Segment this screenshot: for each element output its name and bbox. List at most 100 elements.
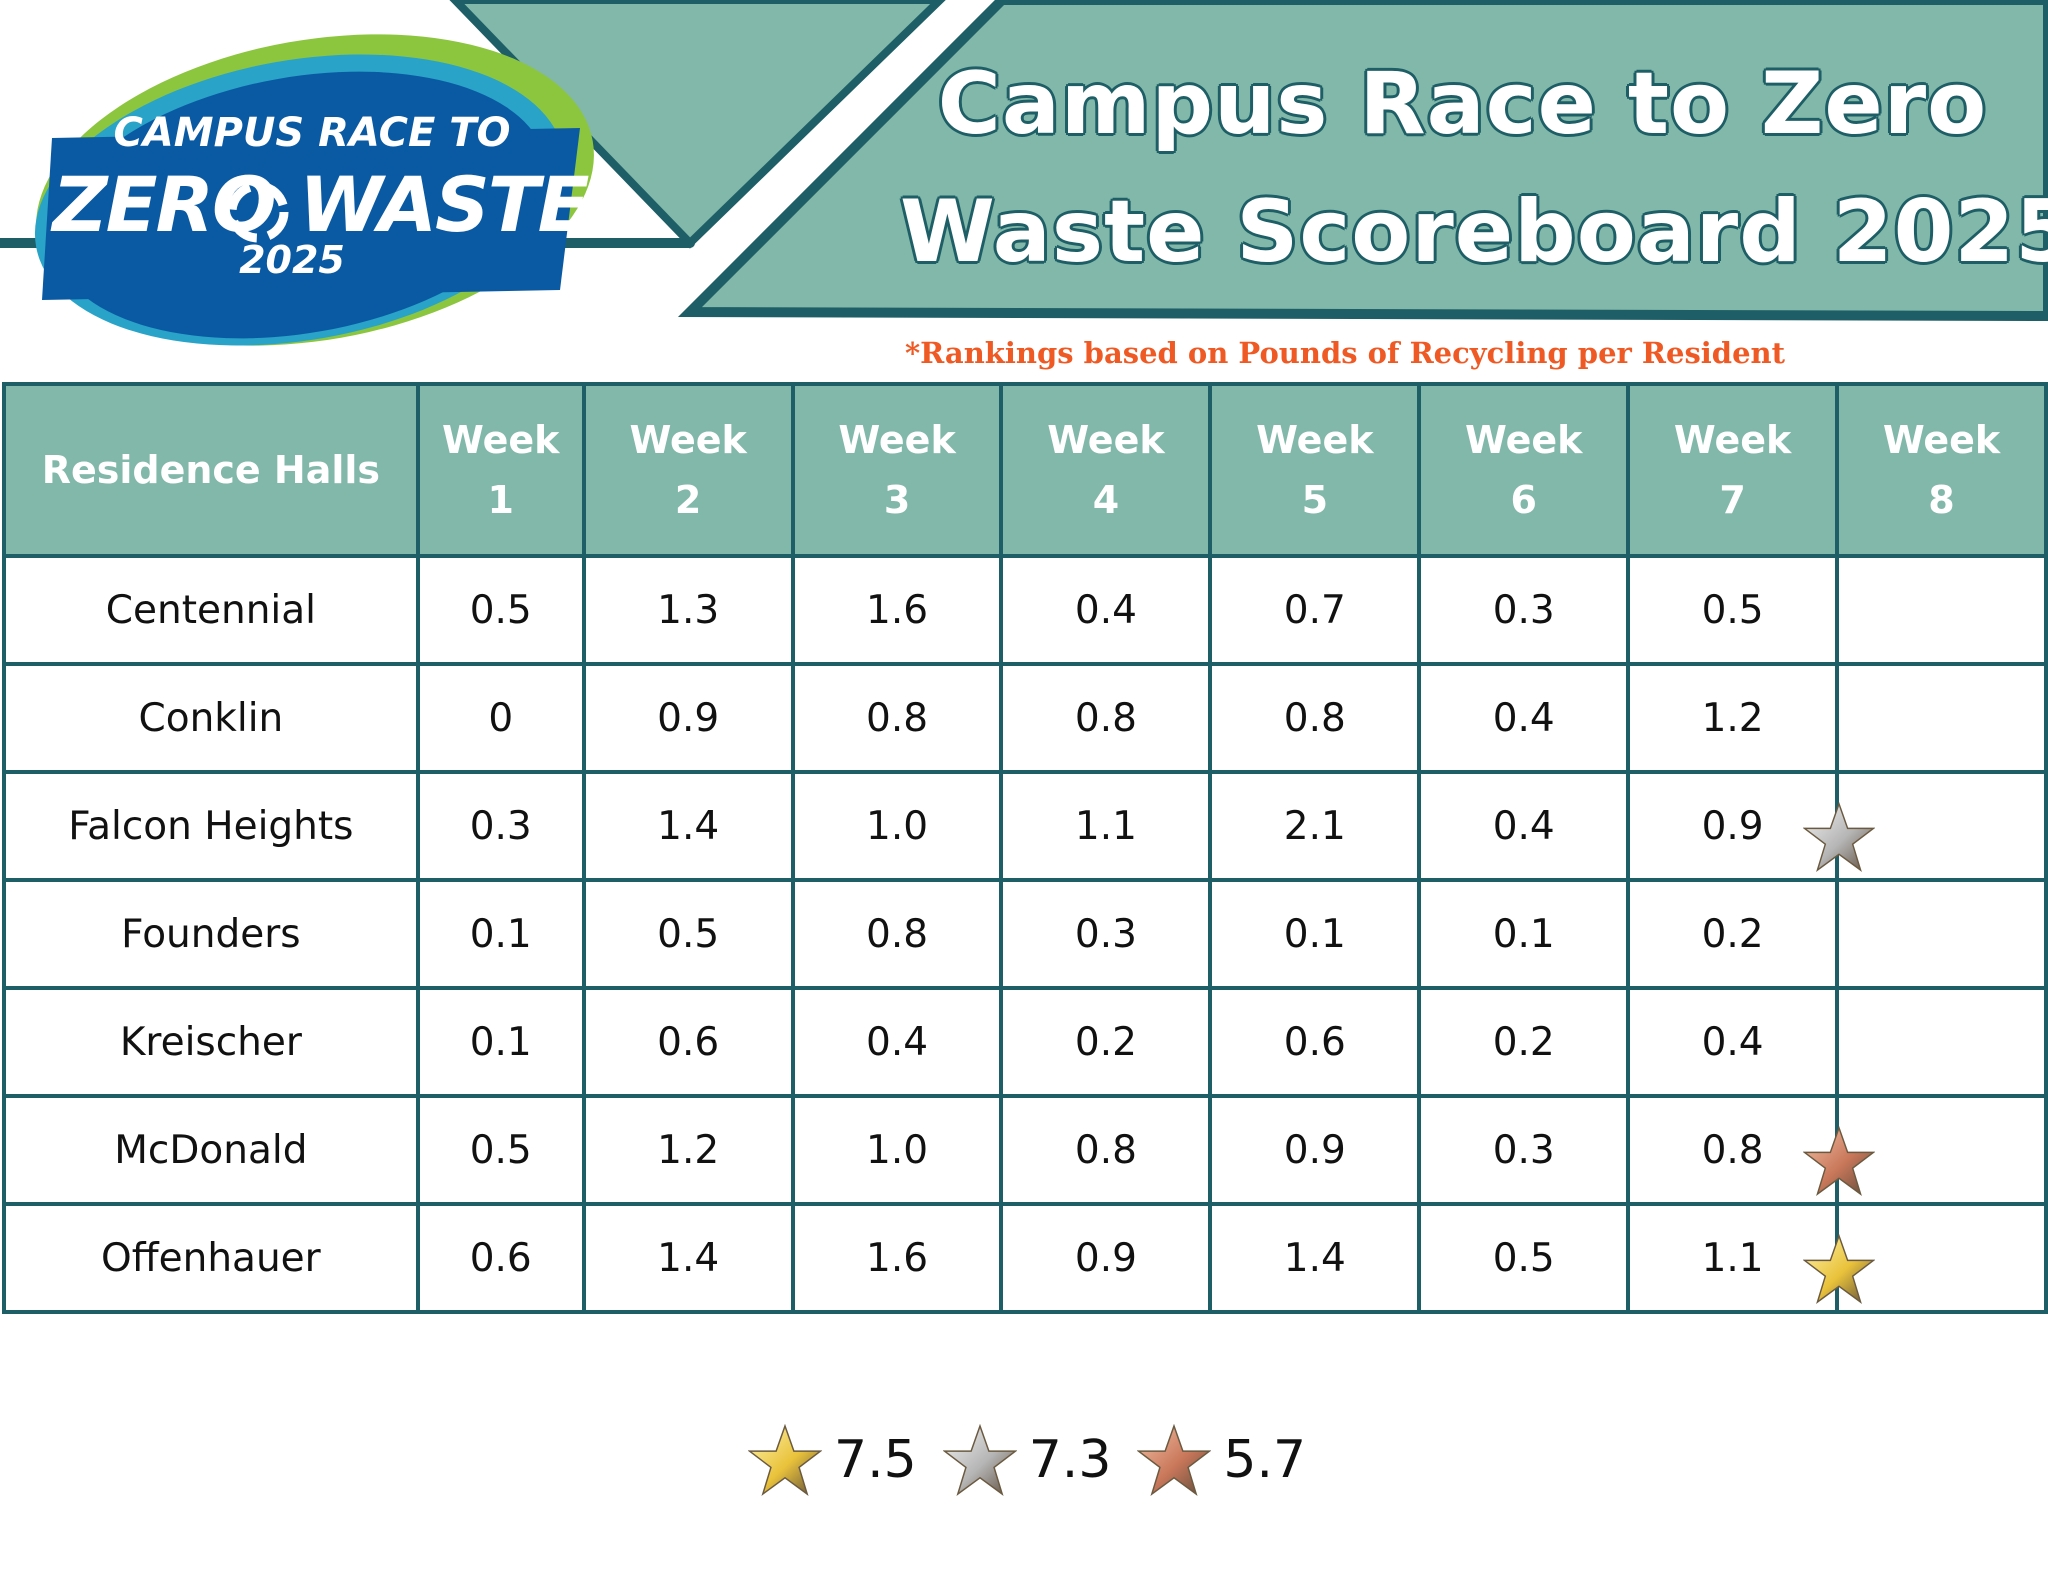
bronze-star-icon	[1803, 1126, 1876, 1196]
column-header-week-8: Week 8	[1835, 382, 2048, 558]
week-6-cell: 0.4	[1417, 662, 1631, 774]
legend-item-silver: 7.3	[942, 1424, 1112, 1496]
campus-race-logo	[34, 34, 594, 346]
silver-star-icon	[1803, 802, 1876, 872]
logo-line-2: ZERO WASTE	[52, 160, 589, 249]
hall-name-cell: Kreischer	[2, 986, 420, 1098]
week-4-cell: 0.3	[999, 878, 1213, 990]
week-6-cell: 0.5	[1417, 1202, 1631, 1314]
week-3-cell: 1.6	[790, 1202, 1004, 1314]
week-3-cell: 1.0	[790, 770, 1004, 882]
column-header-week-1: Week 1	[415, 382, 586, 558]
hall-name-cell: Conklin	[2, 662, 420, 774]
table-row: Conklin 0 0.9 0.8 0.8 0.8 0.4 1.2	[2, 662, 2048, 774]
table-row: Falcon Heights 0.3 1.4 1.0 1.1 2.1 0.4 0.9	[2, 770, 2048, 882]
week-4-cell: 0.9	[999, 1202, 1213, 1314]
legend-value: 7.5	[834, 1430, 917, 1490]
week-3-cell: 0.4	[790, 986, 1004, 1098]
week-4-cell: 0.4	[999, 554, 1213, 666]
table-row: Founders 0.1 0.5 0.8 0.3 0.1 0.1 0.2	[2, 878, 2048, 990]
hall-name-cell: McDonald	[2, 1094, 420, 1206]
week-2-cell: 0.9	[581, 662, 795, 774]
column-header-week-2: Week 2	[581, 382, 795, 558]
week-7-cell: 1.2	[1626, 662, 1840, 774]
legend-item-bronze: 5.7	[1137, 1424, 1306, 1496]
week-5-cell: 0.8	[1208, 662, 1422, 774]
page-title: Campus Race to Zero Waste Scoreboard 202…	[900, 40, 2048, 296]
column-header-week-5: Week 5	[1208, 382, 1422, 558]
legend-value: 5.7	[1223, 1430, 1307, 1490]
scoreboard-table: Residence Halls Week 1 Week 2 Week 3 Week 4 Week 5…	[2, 382, 2048, 1314]
week-7-cell: 0.2	[1626, 878, 1840, 990]
week-5-cell: 0.1	[1208, 878, 1422, 990]
legend-item-gold: 7.5	[748, 1424, 917, 1496]
week-1-cell: 0.5	[415, 1094, 586, 1206]
week-1-cell: 0	[415, 662, 586, 774]
week-3-cell: 0.8	[790, 878, 1004, 990]
week-2-cell: 0.6	[581, 986, 795, 1098]
week-7-cell: 0.8	[1626, 1094, 1840, 1206]
week-8-cell	[1803, 770, 2048, 882]
week-2-cell: 1.3	[581, 554, 795, 666]
week-5-cell: 1.4	[1208, 1202, 1422, 1314]
table-header-row: Residence Halls Week 1 Week 2 Week 3 Week 4 Week 5…	[2, 382, 2048, 558]
week-3-cell: 0.8	[790, 662, 1004, 774]
week-4-cell: 1.1	[999, 770, 1213, 882]
week-8-cell	[1835, 554, 2048, 666]
column-header-week-7: Week 7	[1626, 382, 1840, 558]
hall-name-cell: Offenhauer	[2, 1202, 420, 1314]
week-6-cell: 0.3	[1417, 554, 1631, 666]
table-row: Centennial 0.5 1.3 1.6 0.4 0.7 0.3 0.5	[2, 554, 2048, 666]
week-6-cell: 0.3	[1417, 1094, 1631, 1206]
column-header-week-4: Week 4	[999, 382, 1213, 558]
table-row: McDonald 0.5 1.2 1.0 0.8 0.9 0.3 0.8	[2, 1094, 2048, 1206]
header-background	[0, 0, 2048, 322]
week-8-cell	[1835, 662, 2048, 774]
recycle-icon	[227, 181, 289, 243]
hall-name-cell: Founders	[2, 878, 420, 990]
page-title-line-1: Campus Race to Zero	[937, 54, 1988, 154]
table-row: Offenhauer 0.6 1.4 1.6 0.9 1.4 0.5 1.1	[2, 1202, 2048, 1314]
hall-name-cell: Falcon Heights	[2, 770, 420, 882]
week-5-cell: 0.6	[1208, 986, 1422, 1098]
bronze-star-icon	[1137, 1424, 1212, 1496]
week-1-cell: 0.1	[415, 878, 586, 990]
week-7-cell: 0.5	[1626, 554, 1840, 666]
week-8-cell	[1803, 1094, 2048, 1206]
week-3-cell: 1.6	[790, 554, 1004, 666]
week-1-cell: 0.3	[415, 770, 586, 882]
week-7-cell: 0.4	[1626, 986, 1840, 1098]
week-4-cell: 0.8	[999, 1094, 1213, 1206]
week-6-cell: 0.4	[1417, 770, 1631, 882]
week-5-cell: 2.1	[1208, 770, 1422, 882]
logo-line-3: 2025	[239, 238, 345, 282]
week-4-cell: 0.2	[999, 986, 1213, 1098]
column-header-residence-halls: Residence Halls	[2, 382, 420, 558]
week-1-cell: 0.1	[415, 986, 586, 1098]
week-8-cell	[1803, 1202, 2048, 1314]
week-1-cell: 0.5	[415, 554, 586, 666]
week-6-cell: 0.2	[1417, 986, 1631, 1098]
week-5-cell: 0.7	[1208, 554, 1422, 666]
page-title-line-2: Waste Scoreboard 2025	[900, 182, 2048, 282]
week-7-cell: 0.9	[1626, 770, 1840, 882]
week-5-cell: 0.9	[1208, 1094, 1422, 1206]
week-1-cell: 0.6	[415, 1202, 586, 1314]
column-header-week-6: Week 6	[1417, 382, 1631, 558]
week-2-cell: 1.2	[581, 1094, 795, 1206]
week-2-cell: 1.4	[581, 770, 795, 882]
hall-name-cell: Centennial	[2, 554, 420, 666]
week-8-cell	[1835, 878, 2048, 990]
table-row: Kreischer 0.1 0.6 0.4 0.2 0.6 0.2 0.4	[2, 986, 2048, 1098]
silver-star-icon	[942, 1424, 1017, 1496]
legend-value: 7.3	[1028, 1430, 1112, 1490]
week-3-cell: 1.0	[790, 1094, 1004, 1206]
week-6-cell: 0.1	[1417, 878, 1631, 990]
week-2-cell: 0.5	[581, 878, 795, 990]
gold-star-icon	[748, 1424, 822, 1496]
logo-line-1: CAMPUS RACE TO	[113, 110, 511, 156]
medal-legend: 7.5 7.3 5.7	[748, 1420, 1332, 1500]
rankings-note: *Rankings based on Pounds of Recycling p…	[904, 336, 1785, 370]
week-7-cell: 1.1	[1626, 1202, 1840, 1314]
column-header-week-3: Week 3	[790, 382, 1004, 558]
